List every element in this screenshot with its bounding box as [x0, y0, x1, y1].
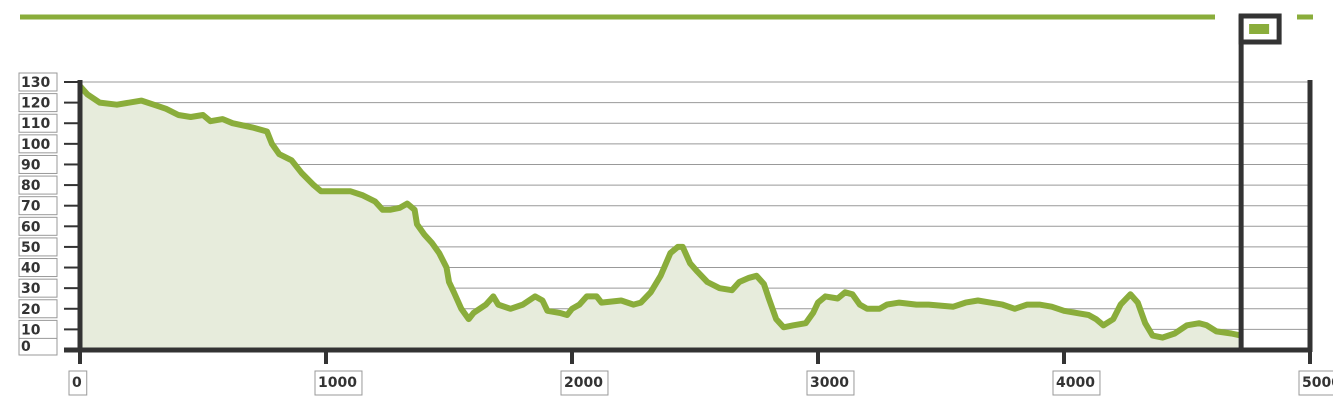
y-label-box: [18, 175, 58, 195]
y-label-box: [18, 134, 58, 154]
y-label-box: [18, 319, 58, 339]
y-label-box: [18, 196, 58, 216]
x-label-box: [806, 370, 855, 396]
y-label-box: [18, 278, 58, 298]
y-label-box: [18, 237, 58, 257]
y-tick-label: 20: [21, 302, 41, 318]
x-label-box: [314, 370, 363, 396]
x-label-box: [1298, 370, 1333, 396]
y-tick-label: 0: [21, 339, 31, 355]
y-tick-label: 10: [21, 322, 41, 338]
x-label-box: [68, 370, 88, 396]
y-tick-label: 110: [21, 116, 50, 132]
y-label-box: [18, 113, 58, 133]
y-label-box: [18, 93, 58, 113]
y-label-box: [18, 299, 58, 319]
x-tick-label: 2000: [564, 375, 603, 391]
y-tick-label: 60: [21, 219, 41, 235]
y-tick-label: 30: [21, 281, 41, 297]
area-fill: [80, 86, 1242, 350]
y-tick-label: 50: [21, 240, 41, 256]
x-label-box: [560, 370, 609, 396]
y-tick-label: 70: [21, 199, 41, 215]
y-tick-label: 40: [21, 261, 41, 277]
y-tick-label: 80: [21, 178, 41, 194]
y-tick-label: 100: [21, 137, 50, 153]
finish-flag-mark: [1249, 24, 1270, 34]
y-tick-label: 90: [21, 157, 41, 173]
y-tick-label: 120: [21, 96, 50, 112]
x-tick-label: 0: [72, 375, 82, 391]
x-tick-label: 5000: [1302, 375, 1333, 391]
y-tick-label: 130: [21, 75, 50, 91]
x-tick-label: 4000: [1056, 375, 1095, 391]
elevation-line: [77, 84, 1242, 341]
x-label-box: [1052, 370, 1101, 396]
x-tick-label: 1000: [318, 375, 357, 391]
y-label-box: [18, 154, 58, 174]
y-label-box: [18, 72, 58, 92]
x-tick-label: 3000: [810, 375, 849, 391]
y-label-box: [18, 258, 58, 278]
y-label-box: [18, 216, 58, 236]
